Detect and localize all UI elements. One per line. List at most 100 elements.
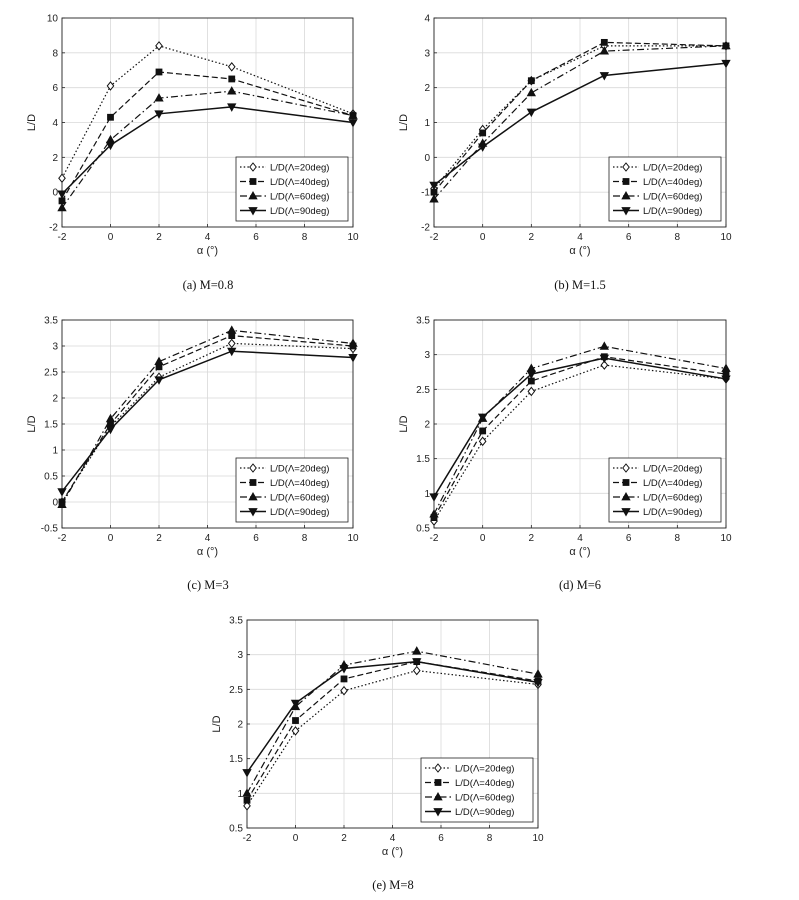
y-tick-label: 1 xyxy=(424,489,430,500)
data-point-1 xyxy=(340,685,348,696)
data-point-2 xyxy=(243,796,251,804)
legend-marker-2 xyxy=(249,479,257,486)
series-line-3 xyxy=(433,45,727,200)
y-tick-label: 0.5 xyxy=(416,524,430,535)
data-point-3 xyxy=(57,499,67,509)
legend: L/D(Λ=20deg) L/D(Λ=40deg) L/D(Λ=60deg) L/D(… xyxy=(608,156,722,222)
y-tick-label: 1.5 xyxy=(416,454,430,465)
data-point-2 xyxy=(527,77,535,85)
x-tick-label: 8 xyxy=(675,533,681,544)
data-point-1 xyxy=(155,41,163,51)
legend-marker-4 xyxy=(248,508,258,517)
data-point-3 xyxy=(526,87,537,97)
x-tick-label: 10 xyxy=(347,533,359,544)
legend-marker-1 xyxy=(249,463,257,473)
data-point-4 xyxy=(348,119,358,128)
data-point-1 xyxy=(106,81,115,91)
x-tick-label: 10 xyxy=(720,533,732,544)
x-tick-label: 2 xyxy=(529,232,535,243)
legend-entry-1: L/D(Λ=20deg) xyxy=(643,163,702,174)
legend-marker-3 xyxy=(248,491,258,501)
legend-marker-4 xyxy=(433,808,443,817)
data-point-4 xyxy=(57,190,67,199)
y-tick-label: 0 xyxy=(52,188,58,199)
x-tick-label: 10 xyxy=(347,232,359,243)
data-point-2 xyxy=(340,675,348,683)
y-tick-label: 1 xyxy=(52,446,58,457)
y-tick-label: 3.5 xyxy=(44,316,58,327)
legend-marker-4 xyxy=(621,207,631,216)
data-point-1 xyxy=(478,436,487,447)
legend-marker-3 xyxy=(248,190,258,200)
data-point-4 xyxy=(290,699,301,709)
x-tick-label: 6 xyxy=(438,833,444,844)
legend-entry-2: L/D(Λ=40deg) xyxy=(270,177,329,188)
data-point-1 xyxy=(227,61,236,72)
legend-entry-3: L/D(Λ=60deg) xyxy=(270,192,329,203)
y-tick-label: -2 xyxy=(421,223,430,234)
y-tick-label: 3.5 xyxy=(229,616,243,627)
y-tick-label: 10 xyxy=(47,14,59,25)
legend-entry-4: L/D(Λ=90deg) xyxy=(643,206,702,217)
data-point-3 xyxy=(429,194,439,203)
data-point-4 xyxy=(57,488,67,497)
data-point-4 xyxy=(533,679,543,688)
x-tick-label: 0 xyxy=(480,533,486,544)
series-line-2 xyxy=(433,356,727,518)
x-tick-label: -2 xyxy=(58,232,67,243)
y-tick-label: 3 xyxy=(424,48,430,59)
data-point-2 xyxy=(479,129,487,137)
data-point-3 xyxy=(348,110,358,119)
x-tick-label: 8 xyxy=(302,533,308,544)
panel-caption: (c) M=3 xyxy=(187,578,228,592)
y-tick-label: 1.5 xyxy=(229,754,243,765)
y-tick-label: 4 xyxy=(424,14,430,25)
y-tick-label: 3.5 xyxy=(416,316,430,327)
legend-entry-2: L/D(Λ=40deg) xyxy=(455,778,514,789)
data-point-4 xyxy=(526,370,537,380)
legend-entry-1: L/D(Λ=20deg) xyxy=(643,464,702,475)
panel-4: -2 0 2 4 6 8 10 0.5 1 1.5 2 2.5 3 3.5 α (°) L/D L/D(Λ=20… xyxy=(398,316,732,593)
legend: L/D(Λ=20deg) L/D(Λ=40deg) L/D(Λ=60deg) L/D(… xyxy=(420,757,534,823)
data-point-4 xyxy=(105,141,116,151)
legend: L/D(Λ=20deg) L/D(Λ=40deg) L/D(Λ=60deg) L/D(… xyxy=(235,156,349,222)
y-axis-label: L/D xyxy=(398,415,410,432)
data-point-2 xyxy=(155,68,163,76)
legend-entry-3: L/D(Λ=60deg) xyxy=(270,493,329,504)
data-point-3 xyxy=(599,341,610,350)
y-tick-label: 0.5 xyxy=(44,472,58,483)
x-tick-label: 4 xyxy=(205,533,211,544)
series-line-3 xyxy=(61,329,354,505)
x-tick-label: 8 xyxy=(487,833,493,844)
data-point-4 xyxy=(227,347,237,357)
legend-entry-3: L/D(Λ=60deg) xyxy=(455,793,514,804)
x-axis-label: α (°) xyxy=(569,245,590,257)
y-tick-label: 0.5 xyxy=(229,824,243,835)
data-point-3 xyxy=(154,356,164,366)
data-point-2 xyxy=(292,717,299,724)
panel-5: -2 0 2 4 6 8 10 0.5 1 1.5 2 2.5 3 3.5 α (°) L/D L/D(Λ=20… xyxy=(211,616,544,893)
axes-frame xyxy=(61,319,354,529)
data-point-1 xyxy=(527,386,536,397)
axes-frame xyxy=(246,619,539,829)
y-tick-label: 2 xyxy=(237,720,243,731)
legend-entry-2: L/D(Λ=40deg) xyxy=(643,478,702,489)
legend-marker-3 xyxy=(433,791,443,801)
y-axis-label: L/D xyxy=(211,715,223,732)
x-tick-label: 0 xyxy=(108,232,114,243)
data-point-3 xyxy=(721,363,731,372)
y-tick-label: -2 xyxy=(49,223,58,234)
legend: L/D(Λ=20deg) L/D(Λ=40deg) L/D(Λ=60deg) L/D(… xyxy=(608,457,722,523)
data-point-4 xyxy=(412,658,422,667)
y-tick-label: 1 xyxy=(237,789,243,800)
data-point-4 xyxy=(721,59,731,69)
data-point-4 xyxy=(429,493,439,502)
legend-marker-1 xyxy=(249,162,257,172)
data-point-4 xyxy=(154,110,164,119)
data-point-2 xyxy=(600,38,608,46)
panel-caption: (a) M=0.8 xyxy=(183,278,234,292)
x-tick-label: 2 xyxy=(529,533,535,544)
y-axis-label: L/D xyxy=(26,415,38,432)
data-point-1 xyxy=(243,801,251,811)
